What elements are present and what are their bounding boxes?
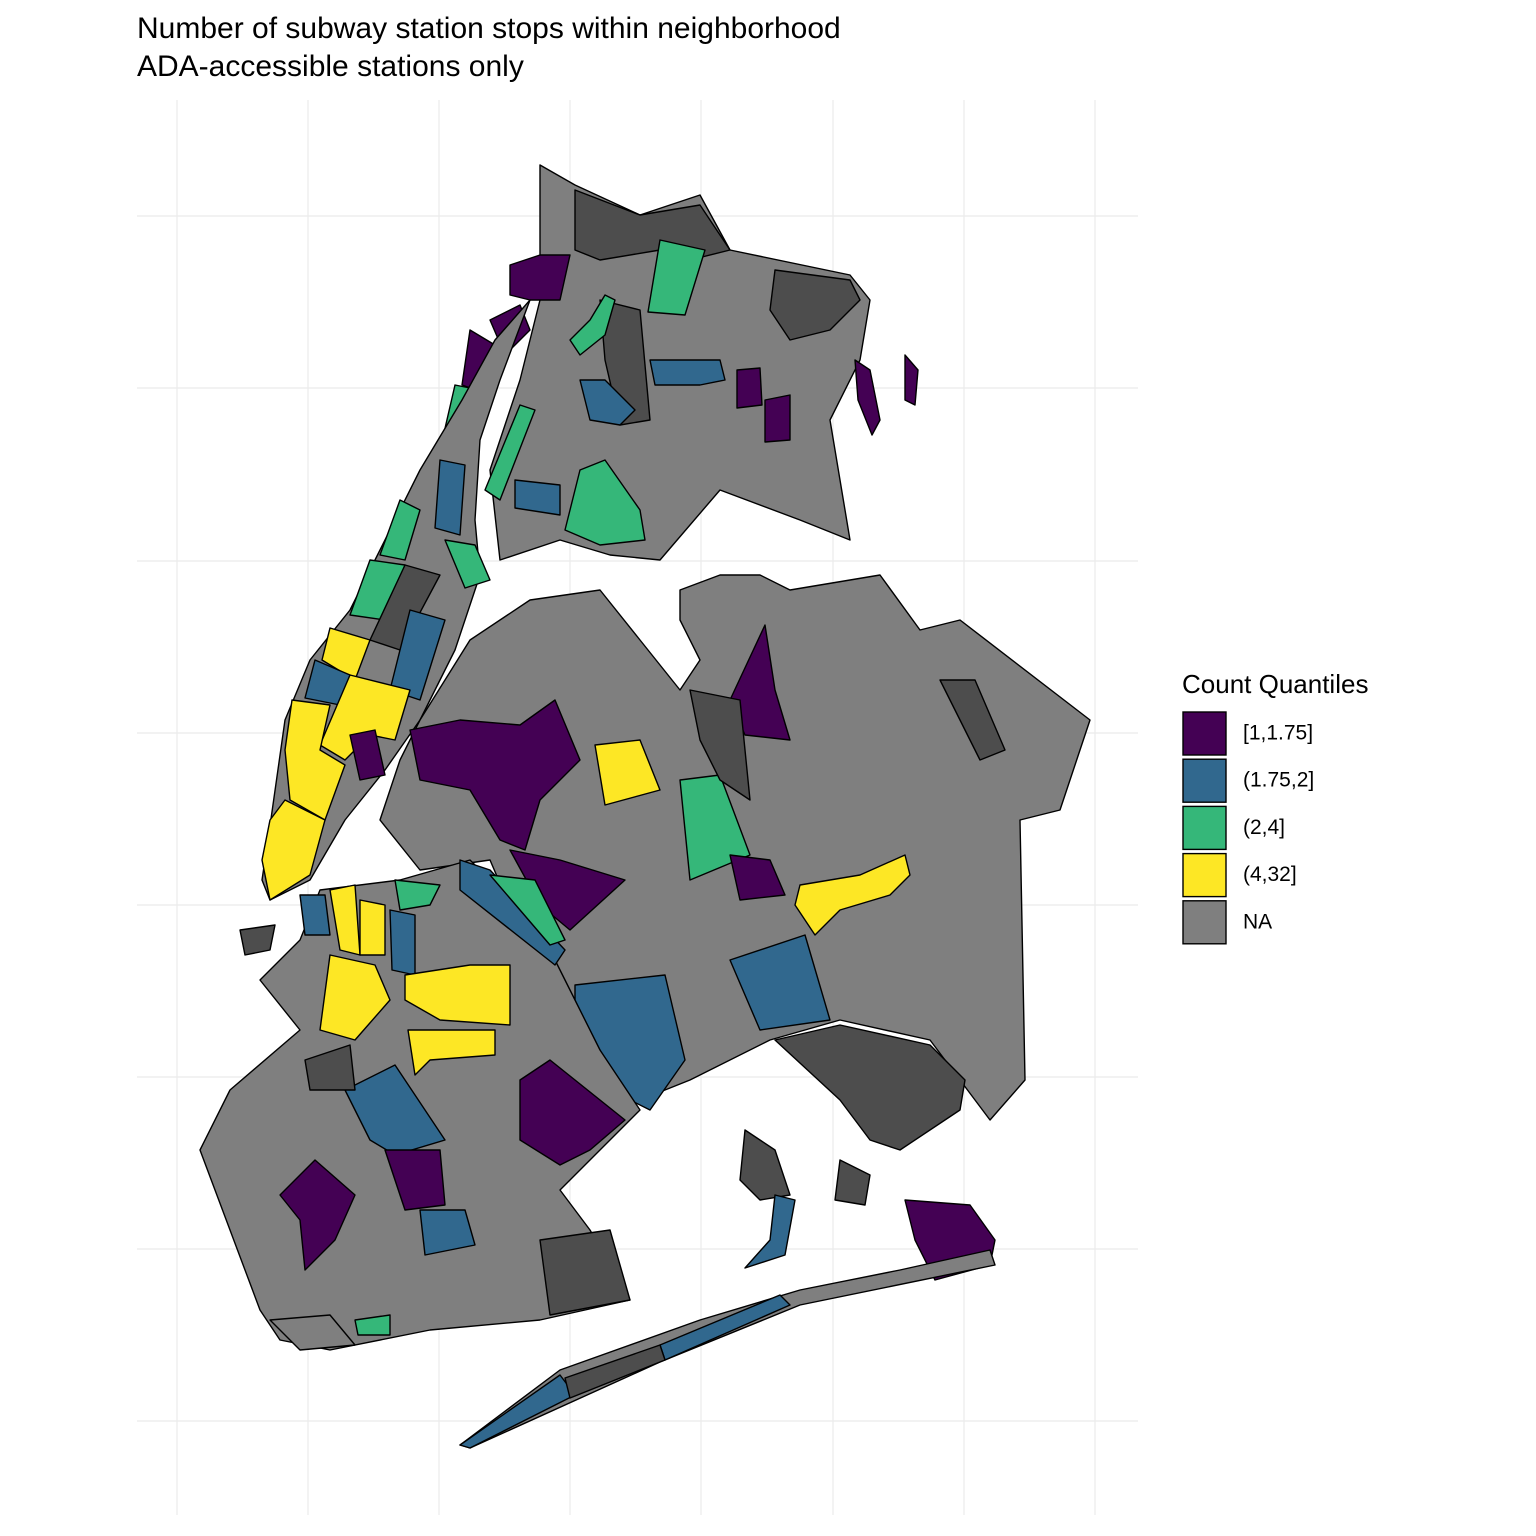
neighborhood — [299, 894, 331, 936]
legend-swatch — [1182, 900, 1227, 945]
neighborhood — [729, 934, 831, 1031]
neighborhood — [434, 459, 466, 536]
neighborhood — [407, 1029, 496, 1076]
neighborhood — [574, 189, 731, 261]
neighborhood — [319, 954, 391, 1041]
neighborhood — [261, 799, 326, 901]
neighborhood — [764, 394, 791, 443]
legend-label: NA — [1243, 910, 1272, 933]
neighborhood — [649, 359, 726, 386]
neighborhood — [689, 689, 751, 801]
neighborhood — [854, 359, 881, 436]
neighborhood — [459, 1249, 996, 1449]
neighborhood — [564, 1344, 666, 1399]
neighborhood — [774, 1024, 966, 1151]
neighborhood — [304, 1044, 356, 1091]
neighborhood — [349, 729, 386, 781]
neighborhood — [564, 459, 646, 546]
neighborhood — [569, 294, 616, 356]
neighborhood — [794, 854, 911, 936]
neighborhood — [354, 1314, 391, 1336]
neighborhood — [389, 909, 416, 976]
neighborhood — [769, 269, 861, 341]
title: Number of subway station stops within ne… — [137, 12, 841, 45]
neighborhood — [579, 379, 636, 426]
neighborhood — [904, 354, 919, 406]
neighborhood — [729, 854, 786, 901]
neighborhood — [594, 739, 661, 806]
neighborhood — [729, 624, 791, 741]
neighborhood — [279, 1159, 356, 1271]
legend-title: Count Quantiles — [1182, 669, 1368, 699]
neighborhood — [344, 1064, 446, 1156]
neighborhood — [744, 1194, 796, 1269]
neighborhood — [269, 1314, 356, 1351]
neighborhood — [409, 699, 581, 851]
neighborhood — [939, 679, 1006, 761]
neighborhood — [599, 299, 651, 426]
legend-swatch — [1182, 758, 1227, 803]
neighborhood — [389, 609, 446, 701]
neighborhood — [539, 1229, 631, 1316]
legend-label: (2,4] — [1243, 816, 1285, 839]
neighborhood — [736, 367, 763, 409]
neighborhood — [379, 499, 421, 561]
neighborhood — [484, 404, 536, 501]
neighborhood — [359, 899, 386, 956]
legend-swatch — [1182, 852, 1227, 898]
neighborhood — [739, 1129, 791, 1201]
legend-label: (1.75,2] — [1243, 769, 1314, 792]
subtitle: ADA-accessible stations only — [137, 50, 524, 83]
neighborhood — [384, 1149, 446, 1211]
legend-swatch — [1182, 711, 1227, 756]
neighborhood — [459, 859, 566, 966]
neighborhood — [679, 774, 751, 881]
neighborhood — [834, 1159, 871, 1206]
neighborhood — [404, 964, 511, 1026]
neighborhood — [514, 479, 561, 516]
legend-swatch — [1182, 805, 1227, 851]
neighborhoods — [199, 164, 1091, 1449]
neighborhood — [509, 254, 571, 301]
neighborhood — [419, 1209, 476, 1256]
neighborhood — [647, 239, 706, 316]
legend-label: (4,32] — [1243, 863, 1297, 886]
neighborhood — [459, 1374, 576, 1449]
neighborhood — [489, 874, 566, 946]
neighborhood — [394, 879, 441, 911]
neighborhood — [519, 1059, 626, 1166]
neighborhood — [284, 699, 346, 821]
legend: [1,1.75] (1.75,2] (2,4] (4,32] NA — [1182, 711, 1314, 945]
neighborhood — [444, 539, 491, 589]
neighborhood — [239, 924, 276, 956]
legend-label: [1,1.75] — [1243, 722, 1313, 745]
